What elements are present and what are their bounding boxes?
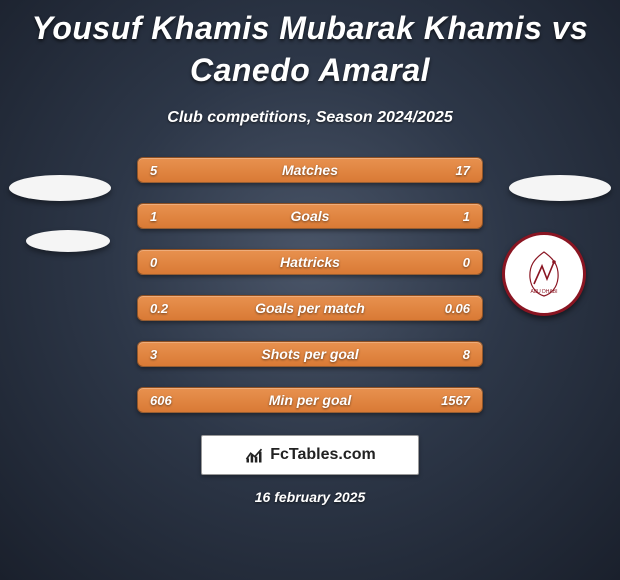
stat-right-value: 1567 [441, 393, 470, 408]
stat-label: Matches [138, 162, 482, 178]
date-label: 16 february 2025 [0, 489, 620, 505]
stat-right-value: 1 [463, 209, 470, 224]
source-label: FcTables.com [270, 446, 376, 464]
stat-left-value: 606 [150, 393, 172, 408]
player-left-photo-placeholder-1 [9, 175, 111, 201]
stat-left-value: 0.2 [150, 301, 168, 316]
stat-right-value: 17 [456, 163, 470, 178]
stat-label: Goals per match [138, 300, 482, 316]
stat-label: Shots per goal [138, 346, 482, 362]
stat-row-hattricks: 0 Hattricks 0 [137, 249, 483, 275]
stat-row-shots-per-goal: 3 Shots per goal 8 [137, 341, 483, 367]
stat-label: Hattricks [138, 254, 482, 270]
stat-left-value: 1 [150, 209, 157, 224]
chart-icon [244, 445, 264, 465]
comparison-card: Yousuf Khamis Mubarak Khamis vs Canedo A… [0, 0, 620, 580]
player-left-photo-placeholder-2 [26, 230, 110, 252]
player-right-photo-placeholder [509, 175, 611, 201]
stat-right-value: 0 [463, 255, 470, 270]
stat-label: Min per goal [138, 392, 482, 408]
svg-text:ABU DHABI: ABU DHABI [531, 289, 558, 295]
stats-list: 5 Matches 17 1 Goals 1 0 Hattricks 0 0.2… [137, 157, 483, 413]
al-wahda-badge-icon: ABU DHABI [514, 244, 574, 304]
club-logo: ABU DHABI [502, 232, 586, 316]
page-title: Yousuf Khamis Mubarak Khamis vs Canedo A… [0, 0, 620, 91]
stat-row-min-per-goal: 606 Min per goal 1567 [137, 387, 483, 413]
stat-row-goals-per-match: 0.2 Goals per match 0.06 [137, 295, 483, 321]
stat-left-value: 5 [150, 163, 157, 178]
subtitle: Club competitions, Season 2024/2025 [0, 109, 620, 127]
stat-label: Goals [138, 208, 482, 224]
stat-right-value: 0.06 [445, 301, 470, 316]
stat-row-matches: 5 Matches 17 [137, 157, 483, 183]
stat-left-value: 0 [150, 255, 157, 270]
source-link[interactable]: FcTables.com [201, 435, 419, 475]
stat-row-goals: 1 Goals 1 [137, 203, 483, 229]
stat-left-value: 3 [150, 347, 157, 362]
stat-right-value: 8 [463, 347, 470, 362]
